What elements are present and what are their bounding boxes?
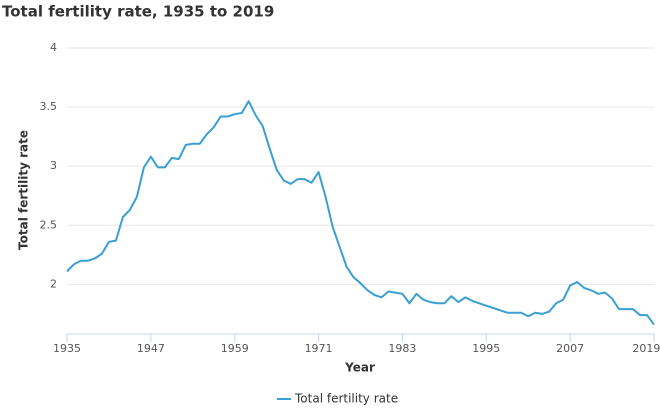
x-tick-label: 1935 xyxy=(53,342,81,355)
x-axis-title: Year xyxy=(344,361,375,375)
x-tick-label: 2007 xyxy=(556,342,584,355)
x-tick-label: 1983 xyxy=(388,342,416,355)
y-tick-label: 3.5 xyxy=(40,100,58,113)
y-axis-title: Total fertility rate xyxy=(17,130,31,250)
x-tick-label: 1959 xyxy=(221,342,249,355)
y-tick-label: 2.5 xyxy=(40,218,58,231)
y-tick-label: 4 xyxy=(50,41,57,54)
legend-text: Total fertility rate xyxy=(294,392,398,406)
chart-title: Total fertility rate, 1935 to 2019 xyxy=(2,3,274,21)
x-tick-label: 1995 xyxy=(472,342,500,355)
x-tick-label: 2019(a) xyxy=(632,342,660,355)
x-tick-label: 1947 xyxy=(137,342,165,355)
data-line xyxy=(66,100,655,326)
y-tick-label: 2 xyxy=(50,277,57,290)
y-tick-label: 3 xyxy=(50,159,57,172)
x-tick-label: 1971 xyxy=(305,342,333,355)
